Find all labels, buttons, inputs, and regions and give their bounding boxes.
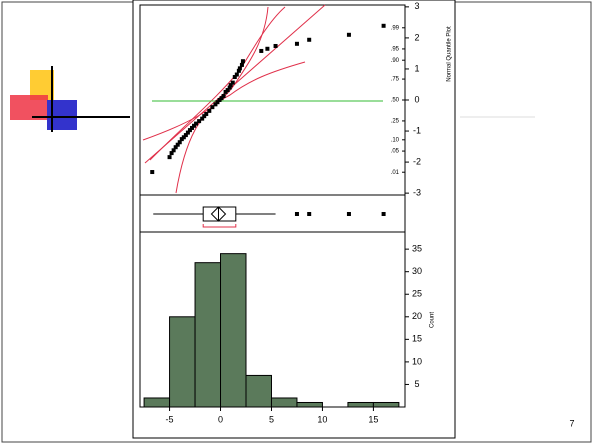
data-point [238, 66, 242, 70]
probability-label: .10 [391, 137, 400, 143]
y-tick-label: 15 [412, 334, 422, 344]
outlier [347, 212, 351, 216]
y-tick-label: -2 [413, 156, 421, 166]
data-point [240, 63, 244, 67]
data-point [259, 49, 263, 53]
y-tick-label: 3 [414, 1, 419, 11]
outlier [295, 212, 299, 216]
y-tick-label: 0 [414, 94, 419, 104]
x-tick-label: -5 [166, 414, 174, 424]
data-point [347, 33, 351, 37]
x-tick-label: 15 [368, 414, 378, 424]
axis-label: Normal Quantile Plot [447, 26, 453, 82]
probability-label: .90 [391, 58, 400, 64]
bar [170, 317, 195, 407]
x-tick-label: 10 [317, 414, 327, 424]
data-point [168, 155, 172, 159]
y-tick-label: 1 [414, 63, 419, 73]
y-tick-label: -1 [413, 125, 421, 135]
probability-label: .75 [391, 77, 400, 83]
data-point [235, 73, 239, 77]
probability-label: .50 [391, 98, 400, 104]
y-tick-label: 30 [412, 266, 422, 276]
probability-label: .05 [391, 149, 400, 155]
y-tick-label: -3 [413, 188, 421, 198]
bar [144, 398, 169, 407]
outlier [382, 212, 386, 216]
bar [271, 398, 296, 407]
bar [221, 254, 246, 407]
data-point [150, 170, 154, 174]
outlier [307, 212, 311, 216]
data-point [382, 24, 386, 28]
box [203, 207, 236, 221]
data-point [265, 47, 269, 51]
y-tick-label: 25 [412, 289, 422, 299]
bar [348, 402, 373, 407]
data-point [231, 81, 235, 85]
y-tick-label: 20 [412, 311, 422, 321]
bar [195, 263, 220, 407]
y-tick-label: 2 [414, 32, 419, 42]
x-tick-label: 5 [269, 414, 274, 424]
data-point [274, 44, 278, 48]
bar [297, 402, 322, 407]
probability-label: .01 [391, 170, 400, 176]
data-point [295, 42, 299, 46]
bar [246, 375, 271, 407]
data-point [207, 109, 211, 113]
page: {"chart_data": [ {"type": "scatter", "ax… [0, 0, 593, 444]
axis-label: Count [430, 312, 436, 328]
probability-label: .25 [391, 119, 400, 125]
bar [373, 402, 398, 407]
y-tick-label: 35 [412, 244, 422, 254]
y-tick-label: 10 [412, 356, 422, 366]
x-tick-label: 0 [218, 414, 223, 424]
data-point [222, 94, 226, 98]
y-tick-label: 5 [414, 379, 419, 389]
slide: Normal Quantile Plot Count 7 -3 -2 -1 0 1 2 3.… [0, 0, 593, 444]
page-number: 7 [569, 418, 574, 428]
probability-label: .99 [391, 25, 400, 31]
data-point [307, 38, 311, 42]
data-point [241, 59, 245, 63]
probability-label: .95 [391, 47, 400, 53]
